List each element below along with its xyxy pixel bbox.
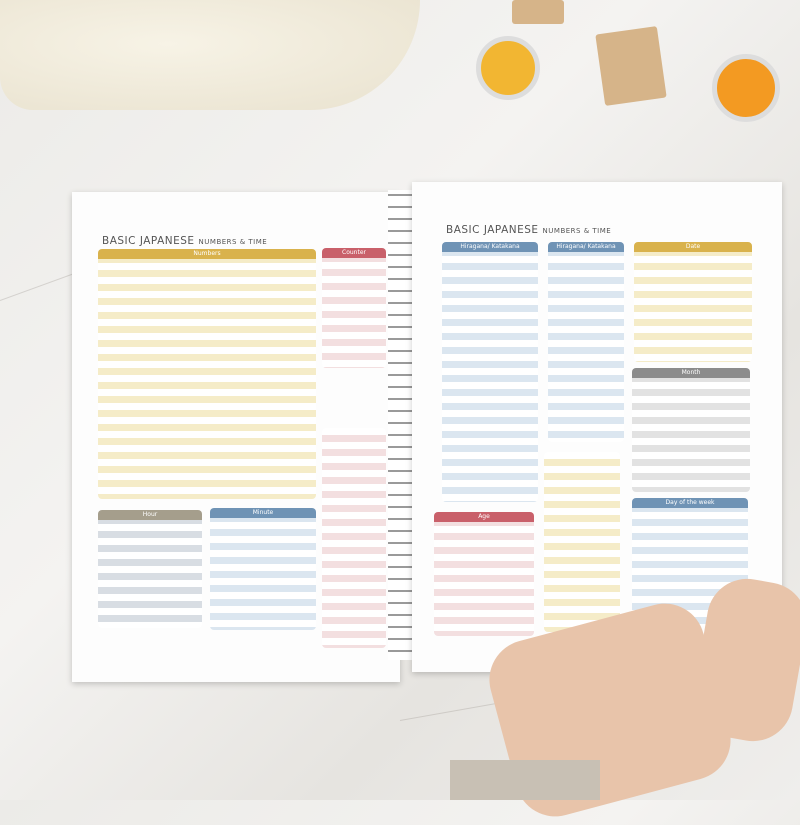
orange-candle — [712, 54, 780, 122]
kana-table: Hiragana/ Katakana — [442, 242, 538, 502]
minute-table: Minute — [210, 508, 316, 630]
month-table: Month — [632, 368, 750, 492]
people-table — [322, 428, 386, 648]
counter-table: Counter — [322, 248, 386, 368]
sweater-sleeve — [450, 760, 600, 800]
wooden-block — [595, 26, 667, 106]
wooden-block — [512, 0, 564, 24]
kana-table: Hiragana/ Katakana — [548, 242, 624, 442]
cream-cloth — [0, 0, 420, 110]
yellow-candle — [476, 36, 540, 100]
numbers-table: Numbers — [98, 249, 316, 499]
age-table: Age — [434, 512, 534, 636]
day-week-table — [544, 452, 620, 632]
left-page: BASIC JAPANESE NUMBERS & TIME Numbers Cou… — [72, 192, 400, 682]
hour-table: Hour — [98, 510, 202, 628]
date-table: Date — [634, 242, 752, 362]
page-title: BASIC JAPANESE NUMBERS & TIME — [446, 224, 612, 236]
right-page[interactable]: BASIC JAPANESE NUMBERS & TIME Hiragana/ K… — [412, 182, 782, 672]
page-title: BASIC JAPANESE NUMBERS & TIME — [102, 235, 268, 247]
